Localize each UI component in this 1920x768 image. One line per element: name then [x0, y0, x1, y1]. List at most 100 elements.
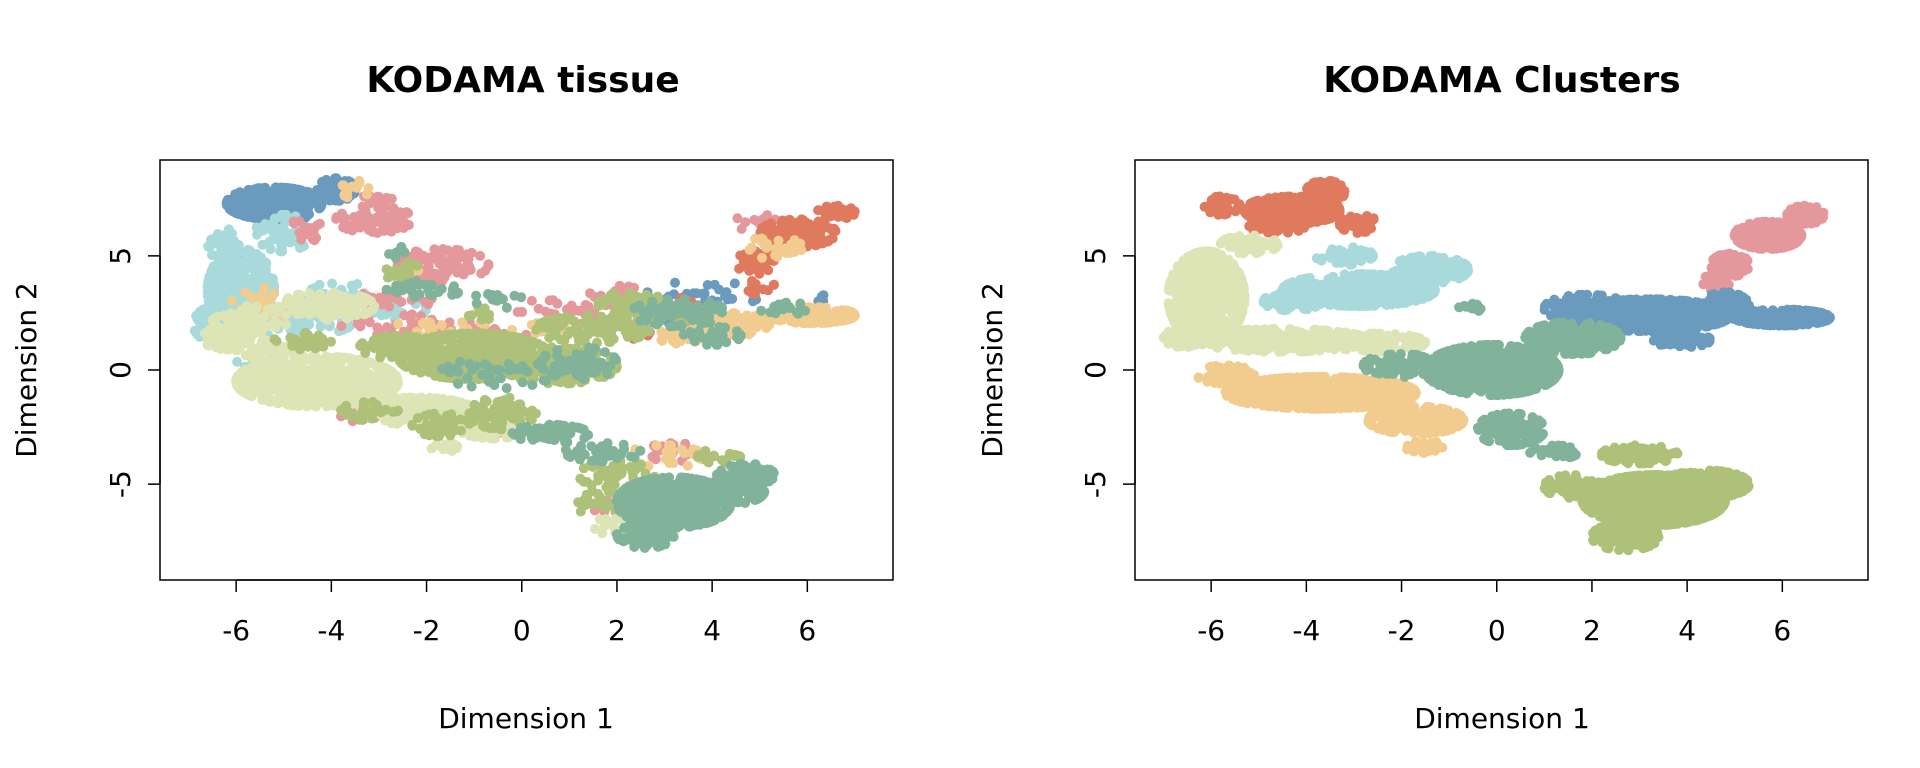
- data-point: [383, 224, 394, 234]
- data-point: [317, 177, 327, 188]
- data-point: [357, 201, 368, 212]
- data-point: [373, 403, 384, 414]
- data-point: [204, 242, 215, 253]
- data-point: [747, 276, 757, 286]
- data-point: [598, 496, 609, 507]
- data-point: [709, 279, 720, 290]
- data-point: [197, 307, 208, 318]
- data-point: [269, 281, 280, 292]
- data-point: [397, 353, 407, 364]
- data-point: [472, 335, 483, 346]
- data-point: [325, 191, 336, 202]
- data-point: [302, 190, 313, 201]
- data-point: [615, 304, 626, 315]
- data-point: [305, 229, 316, 240]
- data-point: [424, 252, 435, 263]
- data-point: [581, 312, 592, 323]
- data-point: [732, 213, 743, 224]
- data-point: [261, 258, 272, 269]
- data-point: [308, 365, 319, 376]
- chart-panel-tissue: KODAMA tissue -6 -4 -2 0 2 4 6 -5 0 5 Dimension …: [10, 60, 894, 735]
- data-point: [606, 326, 617, 337]
- data-point: [239, 312, 250, 323]
- data-point: [361, 293, 372, 304]
- data-point: [836, 206, 847, 217]
- data-point: [463, 310, 474, 321]
- data-point: [442, 330, 453, 340]
- data-point: [300, 327, 311, 338]
- data-point: [762, 239, 773, 249]
- data-point: [232, 356, 243, 367]
- data-point: [457, 328, 468, 339]
- data-point: [423, 261, 434, 272]
- data-point: [382, 331, 393, 342]
- data-point: [796, 245, 807, 256]
- data-point: [293, 370, 304, 381]
- data-point: [581, 489, 592, 500]
- data-point: [331, 212, 342, 223]
- data-point: [613, 465, 624, 476]
- data-point: [436, 320, 447, 331]
- data-point: [445, 445, 456, 456]
- data-point: [286, 400, 297, 411]
- data-point: [347, 293, 358, 304]
- data-point: [387, 214, 398, 225]
- data-point: [231, 375, 242, 386]
- data-point: [546, 324, 557, 335]
- data-point: [244, 276, 255, 287]
- data-point: [475, 348, 486, 358]
- data-point: [222, 242, 233, 253]
- data-point: [276, 242, 287, 253]
- data-point: [770, 243, 781, 254]
- data-point: [443, 414, 454, 425]
- data-point: [699, 288, 710, 299]
- data-point: [830, 307, 841, 318]
- data-point: [750, 233, 761, 244]
- data-point: [438, 393, 448, 404]
- data-point: [393, 318, 404, 329]
- data-point: [405, 392, 416, 403]
- data-point: [519, 406, 530, 417]
- data-point: [729, 278, 740, 289]
- data-point: [746, 242, 757, 253]
- data-point: [623, 323, 634, 334]
- data-point: [804, 219, 815, 230]
- data-point: [593, 297, 604, 307]
- data-point: [843, 314, 853, 325]
- data-point: [208, 318, 219, 329]
- data-point: [228, 206, 238, 217]
- data-point: [255, 342, 266, 353]
- data-point: [387, 406, 398, 417]
- data-point: [247, 369, 257, 380]
- data-point: [342, 406, 353, 417]
- data-point: [407, 419, 418, 430]
- data-point: [593, 470, 604, 481]
- data-point: [255, 267, 266, 278]
- data-point: [226, 282, 237, 293]
- data-point: [408, 350, 419, 361]
- data-point: [327, 278, 337, 289]
- data-point: [709, 451, 720, 462]
- data-point: [292, 309, 303, 320]
- data-point: [237, 339, 248, 350]
- data-point: [575, 506, 586, 517]
- data-point: [589, 320, 600, 331]
- data-point: [222, 265, 233, 276]
- data-point: [597, 528, 608, 539]
- data-point: [487, 329, 498, 340]
- data-point: [223, 227, 234, 237]
- data-point: [259, 391, 270, 401]
- data-point: [213, 255, 224, 266]
- data-point: [228, 320, 239, 331]
- data-point: [552, 298, 563, 309]
- data-point: [479, 421, 490, 432]
- data-point: [252, 229, 262, 240]
- data-point: [351, 310, 362, 320]
- data-point: [347, 354, 358, 365]
- data-point: [320, 365, 331, 375]
- data-point: [407, 259, 417, 270]
- data-point: [664, 440, 674, 451]
- data-point: [309, 297, 320, 308]
- data-point: [821, 317, 832, 328]
- data-point: [265, 244, 276, 255]
